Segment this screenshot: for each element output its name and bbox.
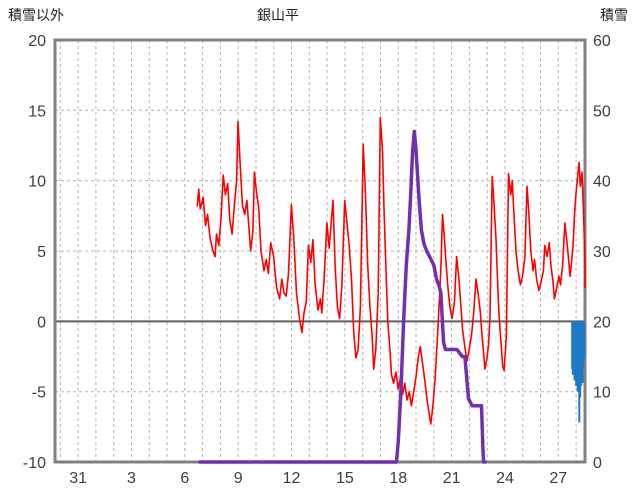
chart-title: 銀山平 bbox=[257, 7, 299, 23]
svg-text:10: 10 bbox=[593, 385, 611, 402]
svg-text:0: 0 bbox=[37, 314, 46, 331]
svg-text:12: 12 bbox=[283, 470, 301, 487]
svg-text:15: 15 bbox=[336, 470, 354, 487]
svg-text:18: 18 bbox=[389, 470, 407, 487]
svg-text:-10: -10 bbox=[23, 455, 46, 472]
right-tick-labels: 60 50 40 30 20 10 0 bbox=[593, 33, 611, 472]
svg-text:5: 5 bbox=[37, 244, 46, 261]
svg-text:30: 30 bbox=[593, 244, 611, 261]
svg-text:6: 6 bbox=[180, 470, 189, 487]
grid-horizontal bbox=[55, 109, 585, 393]
svg-text:-5: -5 bbox=[32, 385, 46, 402]
svg-text:20: 20 bbox=[593, 314, 611, 331]
svg-text:9: 9 bbox=[234, 470, 243, 487]
svg-text:40: 40 bbox=[593, 174, 611, 191]
x-tick-labels: 31 3 6 9 12 15 18 21 24 27 bbox=[69, 470, 567, 487]
left-axis-title: 積雪以外 bbox=[8, 7, 64, 23]
svg-text:20: 20 bbox=[28, 33, 46, 50]
svg-text:60: 60 bbox=[593, 33, 611, 50]
svg-text:3: 3 bbox=[127, 470, 136, 487]
left-tick-labels: 20 15 10 5 0 -5 -10 bbox=[23, 33, 46, 472]
svg-text:27: 27 bbox=[549, 470, 567, 487]
svg-text:15: 15 bbox=[28, 103, 46, 120]
grid-vertical bbox=[59, 40, 577, 462]
svg-text:10: 10 bbox=[28, 174, 46, 191]
series-purple-snow-depth bbox=[198, 129, 487, 464]
svg-text:31: 31 bbox=[69, 470, 87, 487]
svg-text:21: 21 bbox=[443, 470, 461, 487]
svg-text:24: 24 bbox=[496, 470, 514, 487]
right-axis-title: 積雪 bbox=[600, 7, 628, 23]
series-red-line bbox=[196, 116, 586, 425]
svg-text:0: 0 bbox=[593, 455, 602, 472]
series-blue-bars bbox=[571, 321, 586, 423]
svg-text:50: 50 bbox=[593, 103, 611, 120]
